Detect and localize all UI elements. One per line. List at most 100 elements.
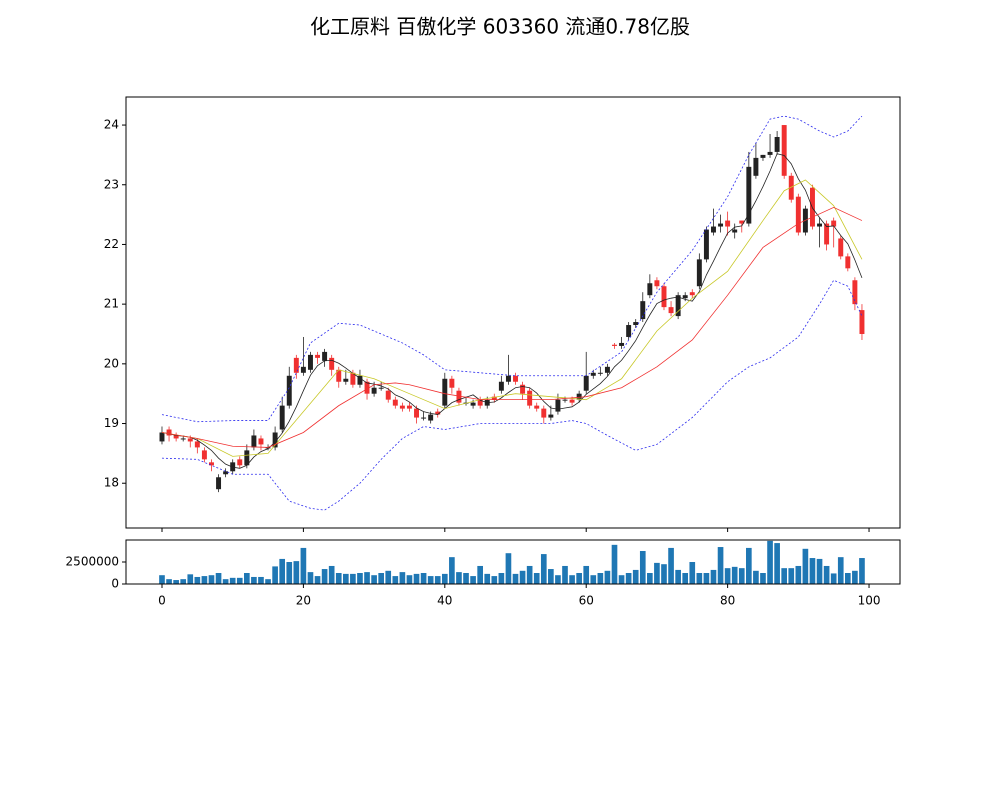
candle-body	[703, 229, 709, 260]
volume-bar	[823, 565, 830, 584]
candle-body	[725, 220, 731, 227]
volume-bar	[830, 573, 837, 584]
volume-bar	[300, 547, 307, 584]
volume-bar	[816, 558, 823, 584]
volume-bar	[590, 575, 597, 584]
candle-body	[534, 405, 540, 409]
volume-bar	[392, 576, 399, 584]
volume-bar	[477, 565, 483, 584]
candle-body	[548, 414, 554, 418]
candle-body	[852, 280, 858, 305]
candle-body	[753, 157, 759, 176]
volume-bar	[434, 576, 441, 584]
volume-bar	[639, 551, 646, 584]
volume-bar	[548, 569, 554, 584]
volume-bar	[342, 573, 349, 584]
volume-bar	[321, 569, 328, 584]
candle-body	[767, 151, 773, 155]
volume-bar	[484, 573, 491, 584]
candle-body	[795, 196, 801, 233]
volume-bar	[753, 570, 759, 584]
candle-body	[272, 432, 278, 448]
volume-bar	[682, 573, 689, 584]
candle-body	[293, 357, 299, 373]
candle-body	[520, 384, 526, 394]
x-tick-label: 60	[579, 594, 594, 608]
indicator-line	[161, 179, 863, 457]
candle-body	[604, 366, 610, 373]
volume-bar	[187, 574, 194, 584]
candle-body	[576, 393, 582, 400]
volume-bar	[378, 573, 384, 584]
volume-bar	[555, 575, 561, 584]
indicator-line	[161, 115, 863, 423]
volume-bar	[265, 579, 271, 584]
candle-body	[173, 435, 179, 439]
volume-bar	[569, 575, 575, 584]
candle-body	[449, 378, 455, 388]
volume-bar	[413, 573, 420, 584]
candle-body	[414, 408, 419, 418]
volume-bar	[795, 565, 802, 584]
candle-body	[470, 402, 476, 406]
volume-bar	[314, 576, 321, 584]
candle-body	[626, 325, 632, 337]
volume-bar	[724, 568, 731, 584]
volume-bar	[406, 575, 413, 584]
candle-body	[711, 226, 716, 233]
volume-bar	[229, 577, 236, 584]
candle-body	[788, 175, 794, 200]
candle-body	[619, 342, 625, 346]
x-tick-label: 40	[437, 594, 452, 608]
candle-body	[597, 372, 603, 374]
volume-bar	[618, 575, 625, 584]
candle-body	[187, 438, 193, 442]
candle-body	[406, 405, 412, 409]
candle-body	[661, 286, 667, 308]
candle-body	[456, 390, 462, 403]
volume-bar	[307, 572, 314, 584]
volume-bar	[654, 562, 660, 584]
candle-body	[343, 378, 349, 382]
indicator-line	[161, 153, 863, 469]
volume-bar	[258, 576, 264, 584]
volume-bar	[456, 572, 462, 584]
candle-body	[760, 154, 766, 158]
candle-body	[774, 136, 780, 152]
candle-body	[166, 429, 172, 436]
y-tick-label: 23	[104, 177, 119, 191]
volume-bar	[562, 565, 568, 584]
y-tick-label: 0	[111, 577, 119, 591]
volume-bar	[526, 565, 533, 584]
candle-body	[300, 366, 306, 373]
candle-body	[201, 450, 207, 460]
volume-bar	[597, 573, 604, 584]
x-tick-label: 80	[720, 594, 735, 608]
candle-body	[421, 417, 427, 419]
volume-bar	[767, 540, 773, 584]
y-tick-label: 2500000	[66, 555, 119, 569]
volume-bar	[675, 569, 681, 584]
volume-bar	[286, 562, 293, 584]
candle-body	[682, 295, 688, 299]
volume-bar	[328, 565, 335, 584]
y-tick-label: 18	[104, 476, 119, 490]
volume-bar	[505, 553, 512, 584]
candle-body	[633, 322, 639, 326]
volume-bar	[420, 573, 427, 584]
candle-body	[364, 381, 370, 394]
candle-body	[371, 387, 377, 394]
candle-body	[696, 259, 702, 287]
chart-title: 化工原料 百傲化学 603360 流通0.78亿股	[310, 15, 690, 39]
volume-bar	[668, 547, 674, 584]
indicator-line	[161, 206, 863, 448]
candle-body	[746, 166, 752, 224]
volume-bar	[244, 573, 250, 584]
volume-bar	[236, 577, 243, 584]
volume-bar	[703, 573, 710, 584]
volume-bar	[272, 566, 278, 584]
volume-bar	[491, 576, 498, 584]
volume-bar	[166, 579, 172, 584]
volume-bar	[647, 573, 653, 584]
candle-body	[845, 256, 851, 269]
